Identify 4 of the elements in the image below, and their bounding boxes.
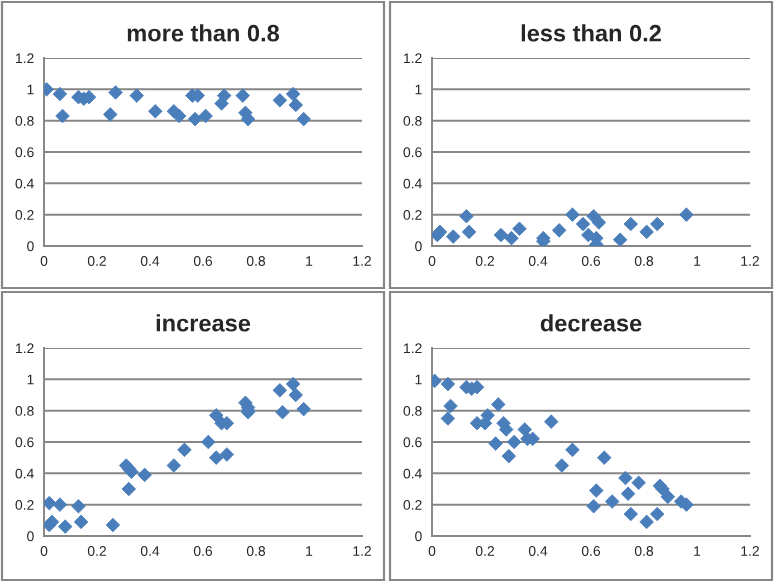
chart-title: less than 0.2: [521, 24, 661, 42]
chart-title: decrease: [540, 314, 642, 332]
chart-title: more than 0.8: [127, 24, 280, 42]
chart-title: increase: [156, 314, 251, 332]
